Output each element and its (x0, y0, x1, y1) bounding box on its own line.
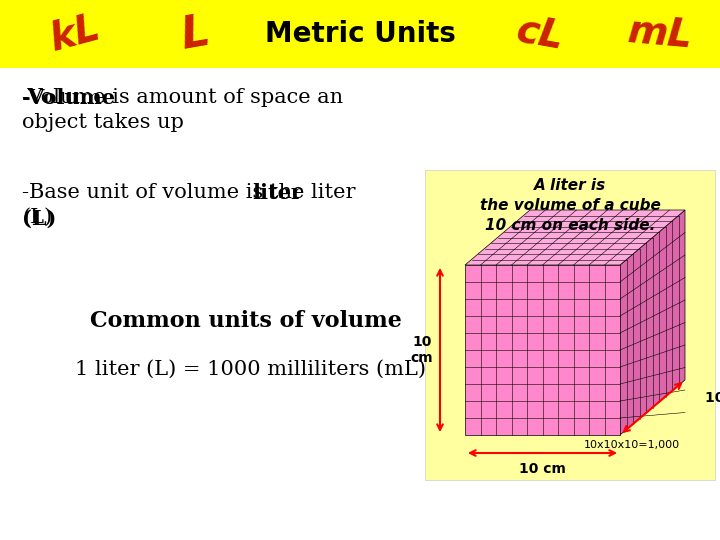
Text: 10
cm: 10 cm (410, 335, 433, 365)
Text: cL: cL (513, 11, 567, 57)
Text: liter: liter (252, 183, 302, 203)
Text: 10 cm: 10 cm (519, 462, 566, 476)
Text: (L): (L) (22, 209, 56, 229)
Text: L: L (177, 10, 212, 58)
Text: 10 cm on each side.: 10 cm on each side. (485, 218, 655, 233)
Text: -Base unit of volume is the liter
(L): -Base unit of volume is the liter (L) (22, 183, 356, 227)
Text: kL: kL (45, 9, 104, 59)
Bar (465, 265, 620, 435)
Text: Common units of volume: Common units of volume (90, 310, 402, 332)
Bar (0, 0, 720, 68)
Polygon shape (465, 210, 685, 265)
Text: A liter is: A liter is (534, 178, 606, 193)
Text: -Volume: -Volume (22, 88, 116, 108)
Polygon shape (620, 210, 685, 435)
Text: mL: mL (626, 12, 694, 56)
Text: 10 cm: 10 cm (705, 390, 720, 404)
Text: 1 liter (L) = 1000 milliliters (mL): 1 liter (L) = 1000 milliliters (mL) (75, 360, 426, 379)
Text: 10x10x10=1,000: 10x10x10=1,000 (584, 440, 680, 450)
Text: the volume of a cube: the volume of a cube (480, 198, 660, 213)
Text: -Base unit of volume is the: -Base unit of volume is the (22, 183, 311, 202)
Text: -Volume is amount of space an
object takes up: -Volume is amount of space an object tak… (22, 88, 343, 132)
Text: -Base unit of volume is the 
liter: -Base unit of volume is the liter (22, 183, 343, 226)
Text: Metric Units: Metric Units (264, 20, 456, 48)
Bar (425, 170, 715, 480)
